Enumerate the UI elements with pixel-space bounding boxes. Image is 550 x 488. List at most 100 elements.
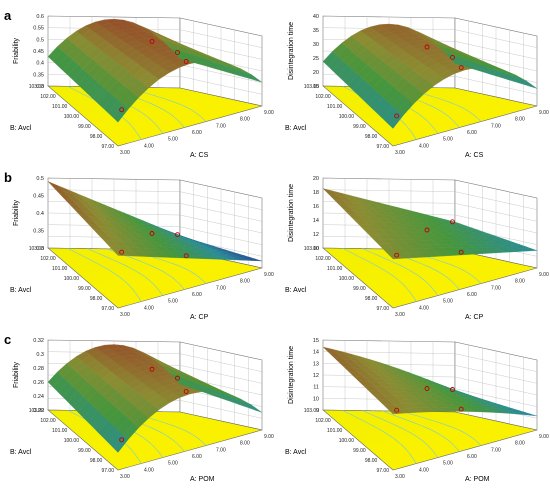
surface-plot-6: 9 10 11 12 13 14 15 Disintegration time 103.00 10… — [285, 338, 549, 483]
y-axis-label: B: Avcl — [285, 287, 307, 294]
y-axis-label: B: Avcl — [285, 125, 307, 132]
x-tick-label: 9.00 — [539, 434, 549, 440]
x-tick-label: 4.00 — [144, 143, 154, 149]
surface-plot-1: a 0.3 0.35 0.4 0.45 0.5 0.55 0.6 Friability 103.0… — [4, 8, 274, 159]
design-point — [424, 44, 430, 50]
y-tick-label: 99.00 — [78, 448, 91, 454]
y-tick-label: 99.00 — [78, 286, 91, 292]
response-surface — [47, 344, 263, 453]
z-tick-label: 0.6 — [36, 14, 44, 20]
y-tick-label: 101.00 — [52, 266, 68, 272]
z-tick-label: 10 — [313, 396, 319, 402]
panel-letter: a — [4, 8, 12, 23]
y-tick-label: 98.00 — [90, 458, 103, 464]
z-axis-label: Friability — [13, 37, 20, 64]
z-tick-label: 14 — [313, 350, 319, 356]
response-surface — [47, 18, 263, 123]
z-tick-label: 0.3 — [36, 84, 44, 90]
response-surface — [322, 23, 538, 129]
design-point — [458, 249, 464, 255]
y-tick-label: 103.00 — [304, 246, 320, 252]
contour-floor — [322, 409, 538, 471]
design-point — [119, 437, 125, 443]
y-tick-label: 98.00 — [365, 134, 378, 140]
design-point — [450, 387, 455, 392]
x-tick-label: 3.00 — [120, 474, 130, 480]
design-point — [183, 389, 189, 394]
z-axis-label: Friability — [13, 361, 20, 388]
x-tick-label: 4.00 — [419, 305, 429, 311]
design-point — [458, 65, 464, 71]
x-tick-label: 3.00 — [395, 312, 405, 318]
design-point — [450, 54, 455, 60]
y-tick-label: 100.00 — [339, 438, 355, 444]
x-tick-label: 7.00 — [216, 285, 226, 291]
x-axis-label: A: POM — [190, 476, 215, 483]
x-axis-label: A: POM — [465, 476, 490, 483]
y-tick-label: 103.00 — [29, 246, 45, 252]
x-tick-label: 5.00 — [168, 137, 178, 143]
y-tick-label: 102.00 — [315, 256, 331, 262]
response-surface — [322, 346, 538, 417]
surface-plot-4: 10 12 14 16 18 20 Disintegration time 103.00 102… — [285, 176, 549, 321]
y-tick-label: 101.00 — [52, 428, 68, 434]
z-tick-label: 14 — [313, 218, 319, 224]
z-tick-label: 15 — [313, 338, 319, 344]
design-point — [149, 38, 155, 44]
x-tick-label: 9.00 — [539, 272, 549, 278]
x-tick-label: 8.00 — [240, 441, 250, 447]
y-axis-label: B: Avcl — [10, 449, 32, 456]
x-tick-label: 5.00 — [443, 137, 453, 143]
y-tick-label: 102.00 — [40, 418, 56, 424]
x-tick-label: 6.00 — [192, 454, 202, 460]
z-tick-label: 0.24 — [33, 394, 44, 400]
x-tick-label: 7.00 — [491, 447, 501, 453]
z-tick-label: 16 — [313, 204, 319, 210]
y-tick-label: 100.00 — [64, 114, 80, 120]
z-tick-label: 0.22 — [33, 408, 44, 414]
x-tick-label: 6.00 — [467, 130, 477, 136]
panel-letter: c — [4, 332, 11, 347]
z-tick-label: 25 — [313, 56, 319, 62]
x-tick-label: 3.00 — [120, 312, 130, 318]
y-tick-label: 103.00 — [29, 408, 45, 414]
x-axis-label: A: CS — [465, 152, 484, 159]
design-point — [175, 375, 180, 381]
x-tick-label: 7.00 — [216, 447, 226, 453]
z-axis-label: Disintegration time — [288, 22, 295, 80]
design-point — [175, 50, 180, 55]
x-tick-label: 6.00 — [467, 454, 477, 460]
x-tick-label: 8.00 — [515, 441, 525, 447]
y-tick-label: 101.00 — [327, 428, 343, 434]
x-tick-label: 8.00 — [240, 117, 250, 123]
x-tick-label: 9.00 — [264, 110, 274, 116]
z-tick-label: 20 — [313, 70, 319, 76]
response-surface — [47, 181, 263, 262]
z-tick-label: 9 — [316, 408, 319, 414]
x-tick-label: 5.00 — [443, 461, 453, 467]
x-tick-label: 5.00 — [443, 299, 453, 305]
surface-plot-2: 15 20 25 30 35 40 Disintegration time 103.00 102… — [285, 14, 549, 159]
x-tick-label: 8.00 — [240, 279, 250, 285]
y-tick-label: 100.00 — [339, 276, 355, 282]
x-tick-label: 7.00 — [491, 285, 501, 291]
x-tick-label: 6.00 — [192, 292, 202, 298]
z-axis-label: Disintegration time — [288, 346, 295, 404]
z-tick-label: 0.32 — [33, 338, 44, 344]
z-tick-label: 20 — [313, 176, 319, 182]
z-tick-label: 0.35 — [33, 72, 44, 78]
z-tick-label: 0.3 — [36, 352, 44, 358]
design-point — [149, 231, 155, 236]
z-tick-label: 15 — [313, 84, 319, 90]
z-tick-label: 12 — [313, 373, 319, 379]
y-tick-label: 99.00 — [353, 124, 366, 130]
y-tick-label: 101.00 — [52, 104, 68, 110]
y-tick-label: 101.00 — [327, 104, 343, 110]
x-tick-label: 9.00 — [264, 434, 274, 440]
design-point — [149, 366, 155, 372]
y-tick-label: 99.00 — [78, 124, 91, 130]
panel-letter: b — [4, 170, 12, 185]
x-tick-label: 8.00 — [515, 279, 525, 285]
y-axis-label: B: Avcl — [285, 449, 307, 456]
